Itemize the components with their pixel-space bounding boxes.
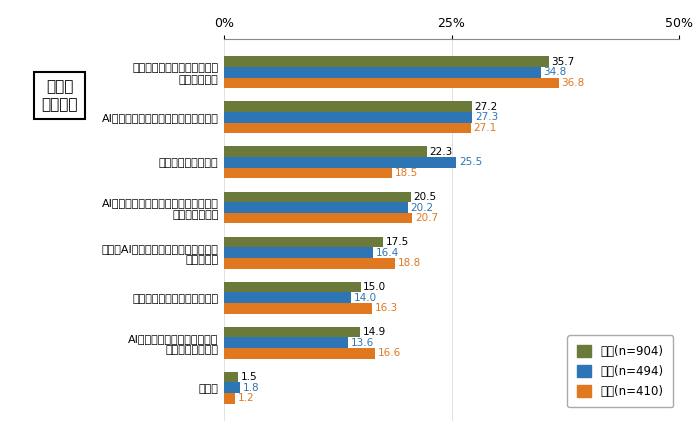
Text: 18.5: 18.5 xyxy=(395,168,419,178)
Text: 27.2: 27.2 xyxy=(475,102,498,112)
Text: 20.7: 20.7 xyxy=(415,214,438,224)
Text: 27.3: 27.3 xyxy=(475,112,498,122)
Bar xyxy=(224,293,351,303)
Text: 1.2: 1.2 xyxy=(238,394,254,404)
Bar xyxy=(224,112,472,123)
Bar xyxy=(224,102,472,112)
Text: 13.6: 13.6 xyxy=(351,338,374,348)
Text: 16.3: 16.3 xyxy=(375,303,398,313)
Text: 14.0: 14.0 xyxy=(354,293,377,302)
Text: 16.6: 16.6 xyxy=(378,349,401,358)
Text: 34.8: 34.8 xyxy=(543,67,567,77)
Bar xyxy=(224,67,540,78)
Text: 20.2: 20.2 xyxy=(410,203,434,213)
Bar xyxy=(224,56,549,67)
Bar xyxy=(224,247,373,258)
Bar xyxy=(224,202,408,213)
Bar xyxy=(224,382,240,393)
Bar xyxy=(224,258,395,269)
Text: 17.5: 17.5 xyxy=(386,237,410,247)
Text: 18.8: 18.8 xyxy=(398,258,421,268)
Bar xyxy=(224,123,470,133)
Bar xyxy=(224,157,456,168)
Bar xyxy=(224,147,427,157)
Text: 22.3: 22.3 xyxy=(430,147,453,157)
Text: 25.5: 25.5 xyxy=(458,158,482,168)
Text: 20.5: 20.5 xyxy=(413,192,436,202)
Bar xyxy=(224,168,392,178)
Text: 36.8: 36.8 xyxy=(561,78,585,88)
Text: 35.7: 35.7 xyxy=(552,56,575,66)
Text: 1.8: 1.8 xyxy=(243,383,260,393)
Bar xyxy=(224,282,360,292)
Text: 27.1: 27.1 xyxy=(473,123,496,133)
Bar xyxy=(224,337,348,348)
Bar xyxy=(224,303,372,313)
Bar xyxy=(224,213,412,224)
Text: 16.4: 16.4 xyxy=(376,247,399,257)
Bar xyxy=(224,372,238,382)
Bar xyxy=(224,327,360,337)
Bar xyxy=(224,78,559,89)
Text: 1.5: 1.5 xyxy=(240,372,257,382)
Legend: 全体(n=904), 男性(n=494), 女性(n=410): 全体(n=904), 男性(n=494), 女性(n=410) xyxy=(568,335,673,408)
Bar xyxy=(224,393,235,404)
Bar xyxy=(224,191,410,202)
Text: 仕事面
での不安: 仕事面 での不安 xyxy=(41,79,78,112)
Text: 15.0: 15.0 xyxy=(363,282,386,292)
Bar xyxy=(224,348,375,358)
Bar xyxy=(224,237,384,247)
Text: 14.9: 14.9 xyxy=(363,327,386,337)
